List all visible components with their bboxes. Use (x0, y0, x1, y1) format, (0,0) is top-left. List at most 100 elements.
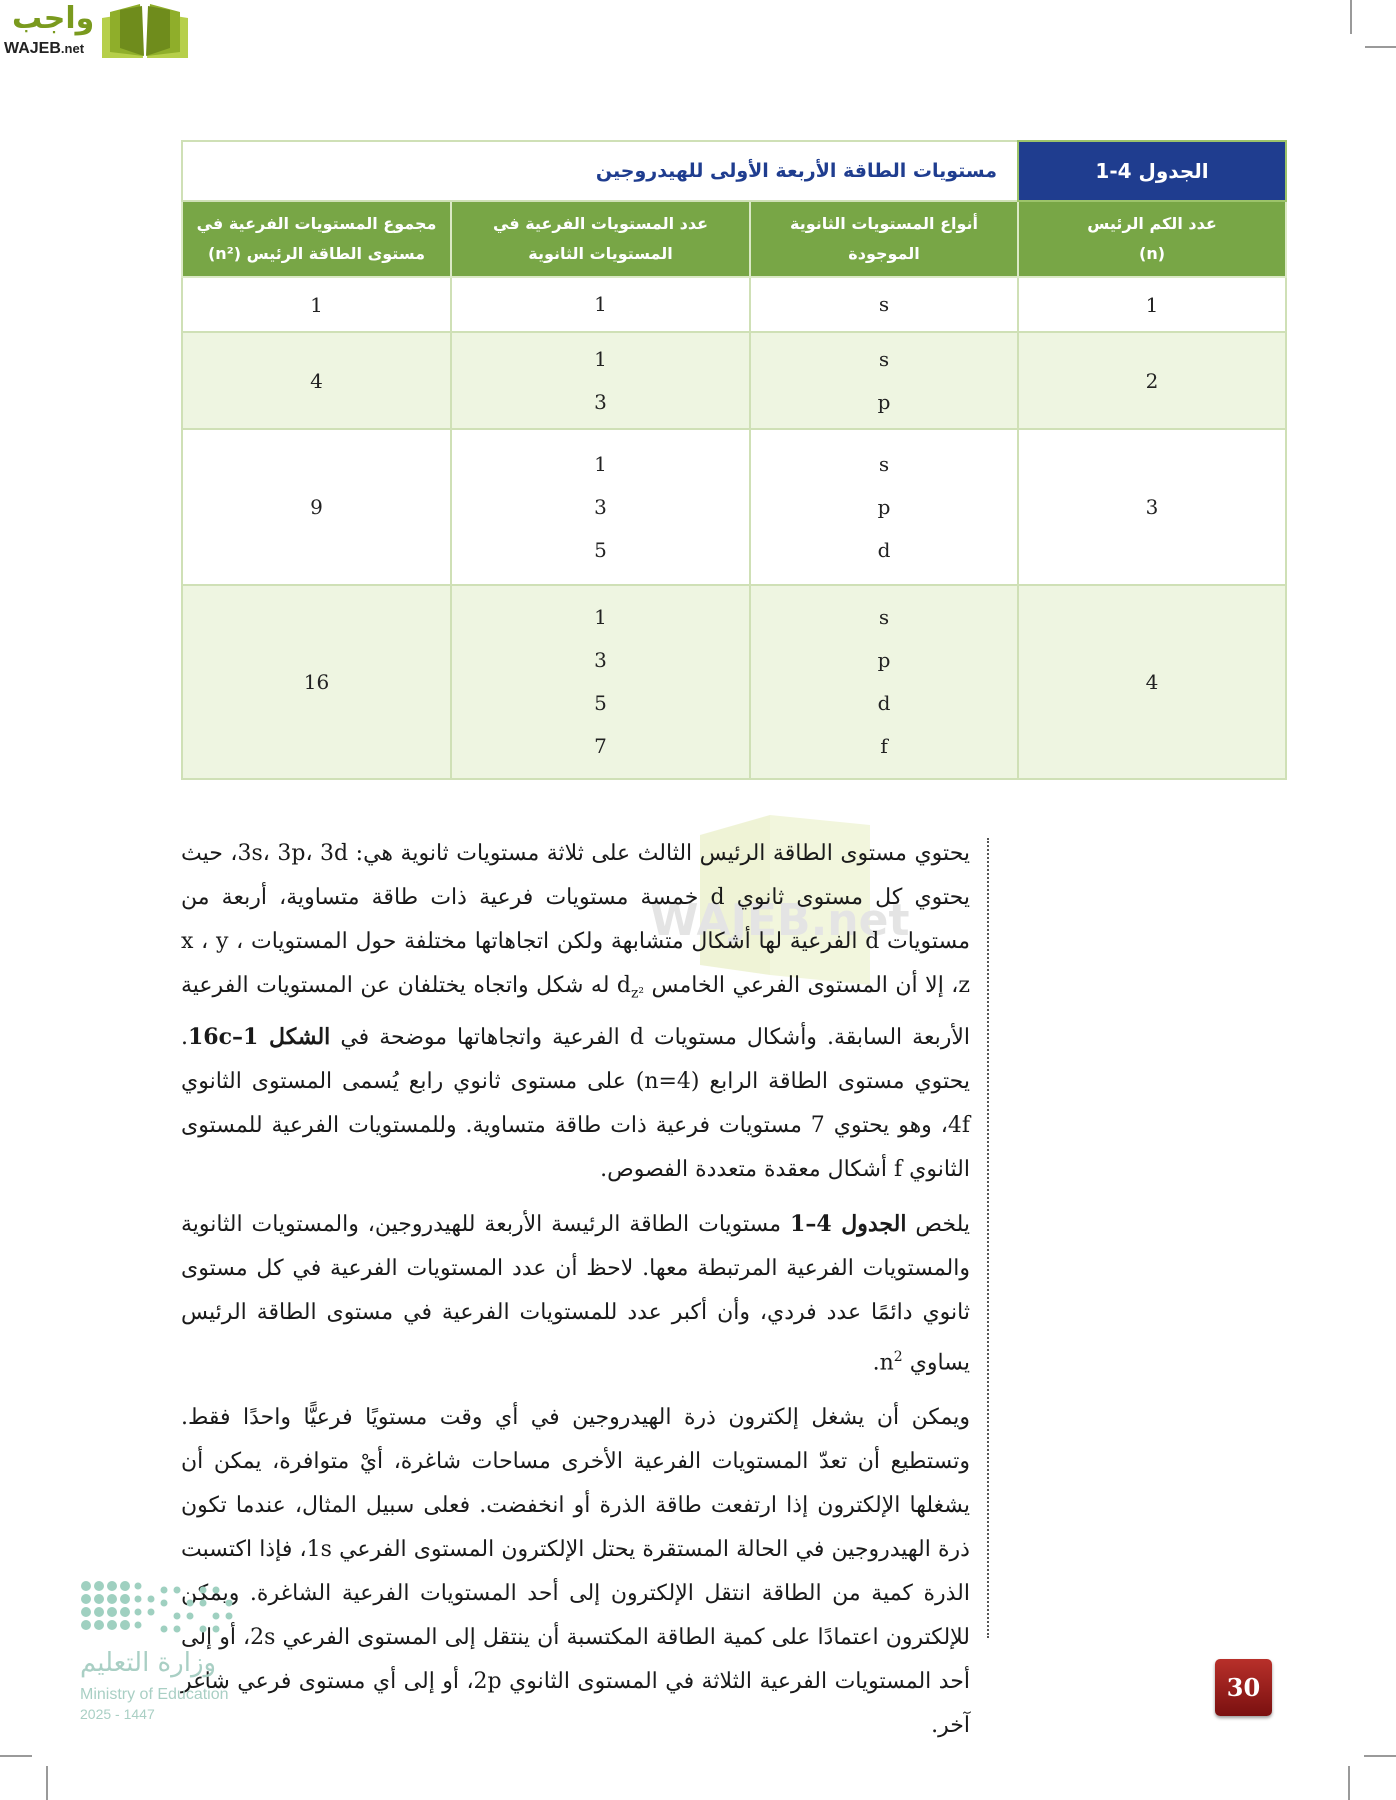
emblem-dot (173, 1625, 181, 1633)
body-text: يحتوي مستوى الطاقة الرئيس الثالث على ثلا… (181, 832, 970, 1758)
paragraph: ويمكن أن يشغل إلكترون ذرة الهيدروجين في … (181, 1396, 970, 1748)
text-run: . يحتوي مستوى الطاقة الرابع (n=4) على مس… (181, 1025, 970, 1183)
emblem-dot (173, 1586, 181, 1594)
cell-total: 4 (180, 331, 453, 430)
header-line: مجموع المستويات الفرعية في (196, 214, 437, 233)
logo-arabic-text: واجب (12, 1, 95, 36)
emblem-dot (225, 1599, 233, 1607)
cell-line: 3 (594, 494, 607, 519)
cell-line: 1 (594, 605, 607, 629)
cell-counts: 1 3 5 (450, 428, 752, 586)
crop-mark (1365, 46, 1396, 48)
bold-reference: الجدول 4–1 (790, 1211, 907, 1238)
cell-line: p (877, 648, 891, 672)
table-row: 4 s p d f 1 3 5 7 16 (180, 584, 1288, 780)
page-number-badge: 30 (1215, 1659, 1272, 1716)
emblem-dot (107, 1620, 117, 1630)
emblem-dot (107, 1607, 117, 1617)
cell-total: 9 (180, 428, 453, 586)
cell-line: s (878, 451, 890, 476)
logo-english-text: WAJEB.net (4, 40, 85, 57)
column-header: عدد الكم الرئيس (n) (1017, 200, 1288, 278)
emblem-dot (199, 1625, 207, 1633)
emblem-dot (120, 1594, 130, 1604)
open-book-icon (102, 4, 188, 58)
cell-line: 1 (594, 451, 607, 476)
emblem-dot (120, 1581, 130, 1591)
paragraph: يحتوي مستوى الطاقة الرئيس الثالث على ثلا… (181, 832, 970, 1192)
emblem-dot (160, 1599, 168, 1607)
cell-line: d (877, 537, 891, 562)
text-run: . (872, 1350, 880, 1376)
emblem-dot (186, 1599, 194, 1607)
crop-mark (46, 1766, 48, 1800)
emblem-dot (199, 1599, 207, 1607)
svg-text:WAJEB.net: WAJEB.net (650, 895, 910, 946)
cell-n: 3 (1017, 428, 1288, 586)
emblem-dot (147, 1608, 155, 1616)
cell-line: d (877, 691, 891, 715)
wajeb-watermark: WAJEB.net (650, 815, 910, 985)
text-run: يحتوي مستوى الطاقة الرئيس الثالث على ثلا… (181, 841, 971, 998)
ministry-arabic-name: وزارة التعليم (80, 1648, 217, 1678)
emblem-dot (160, 1625, 168, 1633)
cell-line: s (878, 292, 890, 316)
column-header: عدد المستويات الفرعية في المستويات الثانو… (450, 200, 752, 278)
text-run: ويمكن أن يشغل إلكترون ذرة الهيدروجين في … (181, 1404, 970, 1738)
cell-total: 16 (180, 584, 453, 780)
text-run: z² (630, 985, 644, 1002)
cell-n: 4 (1017, 584, 1288, 780)
emblem-dot (134, 1608, 142, 1616)
emblem-dot (199, 1586, 207, 1594)
cell-total: 1 (180, 276, 453, 333)
cell-counts: 1 (450, 276, 752, 333)
wajeb-logo: واجب WAJEB.net (0, 0, 188, 62)
cell-n: 1 (1017, 276, 1288, 333)
emblem-dot (212, 1625, 220, 1633)
cell-types: s (749, 276, 1020, 333)
text-run: مستويات الطاقة الرئيسة الأربعة للهيدروجي… (181, 1212, 971, 1376)
header-line: الموجودة (848, 244, 920, 263)
table-row: 1 s 1 1 (180, 276, 1288, 333)
bold-reference: الشكل 16c–1 (188, 1024, 331, 1051)
table-label: الجدول 4-1 (1017, 140, 1288, 202)
emblem-dot (186, 1612, 194, 1620)
cell-line: 3 (594, 648, 607, 672)
cell-line: 3 (594, 389, 607, 414)
column-header: أنواع المستويات الثانوية الموجودة (749, 200, 1020, 278)
emblem-dot (134, 1595, 142, 1603)
cell-line: p (877, 494, 891, 519)
emblem-dot (107, 1594, 117, 1604)
header-line: (n) (1139, 244, 1166, 263)
crop-mark (1364, 1755, 1396, 1757)
emblem-dot (81, 1594, 91, 1604)
hydrogen-energy-levels-table: الجدول 4-1 مستويات الطاقة الأربعة الأولى… (180, 140, 1288, 780)
emblem-dot (120, 1620, 130, 1630)
emblem-dot (120, 1607, 130, 1617)
cell-line: s (878, 346, 890, 371)
text-run: 2 (893, 1349, 903, 1366)
text-run: له شكل واتجاه يختلفان عن المستويات الفرع… (181, 973, 970, 1051)
cell-n: 2 (1017, 331, 1288, 430)
header-line: مستوى الطاقة الرئيس (n²) (207, 244, 426, 263)
emblem-dot (81, 1581, 91, 1591)
cell-line: f (880, 734, 888, 758)
ministry-dots-emblem (81, 1581, 233, 1633)
ministry-year: 2025 - 1447 (80, 1706, 155, 1722)
emblem-dot (81, 1620, 91, 1630)
cell-line: 7 (594, 734, 607, 758)
emblem-dot (94, 1620, 104, 1630)
emblem-dot (147, 1595, 155, 1603)
emblem-dot (225, 1612, 233, 1620)
emblem-dot (107, 1581, 117, 1591)
cell-counts: 1 3 5 7 (450, 584, 752, 780)
text-run: يلخص (906, 1212, 970, 1238)
emblem-dot (81, 1607, 91, 1617)
table-title-row: الجدول 4-1 مستويات الطاقة الأربعة الأولى… (180, 140, 1288, 202)
header-line: أنواع المستويات الثانوية (790, 214, 979, 233)
